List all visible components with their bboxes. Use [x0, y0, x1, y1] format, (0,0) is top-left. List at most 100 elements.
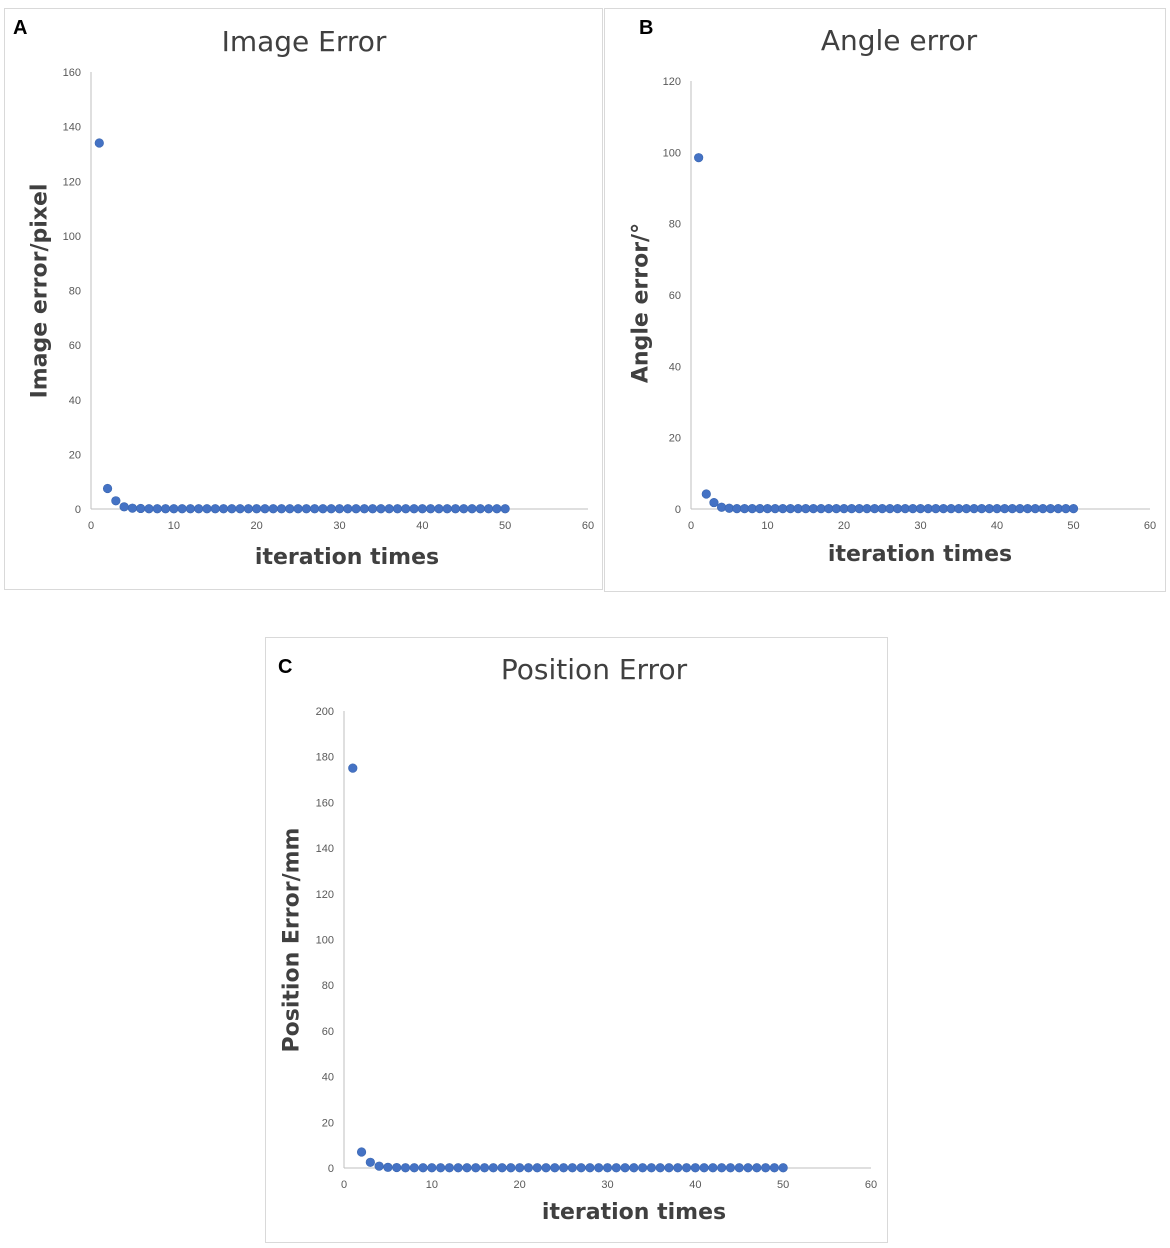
data-point [984, 504, 994, 514]
data-point [778, 1163, 788, 1173]
data-point [444, 1163, 454, 1173]
x-axis-label: iteration times [254, 545, 440, 570]
data-point [368, 504, 378, 514]
panel-label: B [639, 17, 654, 39]
data-point [467, 504, 477, 514]
data-point [908, 504, 918, 514]
y-tick-label: 40 [322, 1072, 334, 1084]
data-point [977, 504, 987, 514]
x-tick-label: 10 [761, 520, 773, 532]
x-tick-label: 60 [582, 520, 594, 532]
y-tick-label: 40 [69, 395, 81, 407]
data-point [816, 504, 826, 514]
data-point [276, 504, 287, 514]
data-point [392, 1162, 402, 1173]
data-point [877, 504, 887, 514]
data-point [359, 504, 369, 514]
data-point [500, 504, 510, 514]
data-point [152, 504, 162, 514]
data-point [755, 504, 765, 514]
y-tick-label: 60 [69, 340, 81, 352]
x-tick-label: 40 [689, 1179, 701, 1191]
data-point [602, 1163, 613, 1173]
data-point [716, 502, 727, 512]
data-point [594, 1163, 604, 1173]
y-tick-label: 160 [316, 797, 334, 809]
data-point [655, 1163, 665, 1173]
data-point [383, 1162, 393, 1172]
data-point [475, 504, 485, 514]
chart-plot: 0 20 40 60 80 100 120 0 10 20 30 40 50 60 [663, 76, 1156, 532]
data-point [343, 504, 353, 514]
data-point [102, 483, 113, 494]
y-tick-label: 20 [669, 433, 681, 445]
data-point [946, 504, 956, 514]
y-tick-label: 100 [316, 935, 334, 947]
data-point [194, 504, 204, 514]
data-point [401, 504, 411, 514]
data-point [376, 504, 386, 514]
data-point [743, 1163, 753, 1173]
data-point [1023, 504, 1033, 514]
data-point [160, 504, 171, 514]
data-point [824, 504, 834, 514]
data-point [210, 504, 220, 514]
y-tick-label: 80 [322, 980, 334, 992]
data-point [717, 1163, 727, 1173]
data-point [778, 504, 788, 514]
y-tick-label: 180 [316, 752, 334, 764]
data-point [769, 1163, 779, 1173]
data-point [417, 504, 427, 514]
y-tick-label: 20 [69, 449, 81, 461]
data-point [734, 1163, 744, 1173]
chart-panel-b: B Angle error Angle error/° iteration ti… [604, 8, 1166, 592]
data-point [839, 504, 849, 514]
data-point [870, 504, 880, 514]
data-point [392, 504, 403, 514]
data-point [334, 504, 345, 514]
data-point [94, 138, 104, 148]
x-tick-label: 30 [914, 520, 926, 532]
x-tick-label: 60 [1144, 520, 1156, 532]
data-point [620, 1163, 630, 1173]
data-point [709, 497, 719, 508]
data-point [384, 504, 394, 514]
data-point [724, 503, 734, 513]
x-tick-label: 30 [333, 520, 345, 532]
data-point [268, 504, 278, 514]
data-point [127, 503, 138, 513]
panel-label: C [278, 656, 293, 678]
y-tick-label: 60 [322, 1026, 334, 1038]
chart-plot: 0 20 40 60 80 100 120 140 160 180 200 0 10 20 30 40 50 60 [316, 706, 877, 1191]
data-point [992, 504, 1002, 514]
data-point [400, 1163, 411, 1173]
x-tick-label: 50 [1067, 520, 1079, 532]
data-point [747, 504, 757, 514]
y-tick-label: 20 [322, 1117, 334, 1129]
data-point [1038, 504, 1048, 514]
data-point [681, 1163, 692, 1173]
data-point [567, 1163, 577, 1173]
data-point [119, 502, 129, 512]
y-tick-label: 80 [69, 286, 81, 298]
data-point [409, 1163, 419, 1173]
data-point [1015, 504, 1025, 514]
x-tick-label: 10 [426, 1179, 438, 1191]
data-point [136, 503, 146, 514]
data-point [808, 504, 818, 514]
data-point [218, 504, 229, 514]
data-point [374, 1161, 384, 1171]
data-point [365, 1157, 375, 1167]
data-point [611, 1163, 621, 1173]
x-axis-label: iteration times [827, 542, 1013, 567]
data-point [488, 1163, 498, 1173]
data-point [418, 1163, 428, 1173]
chart-title: Angle error [820, 24, 978, 57]
data-point [1030, 504, 1040, 514]
data-point [638, 1163, 648, 1173]
data-point [235, 504, 245, 514]
x-tick-label: 0 [688, 520, 694, 532]
data-point [793, 504, 803, 514]
data-point [1061, 504, 1071, 514]
data-point [111, 496, 121, 506]
